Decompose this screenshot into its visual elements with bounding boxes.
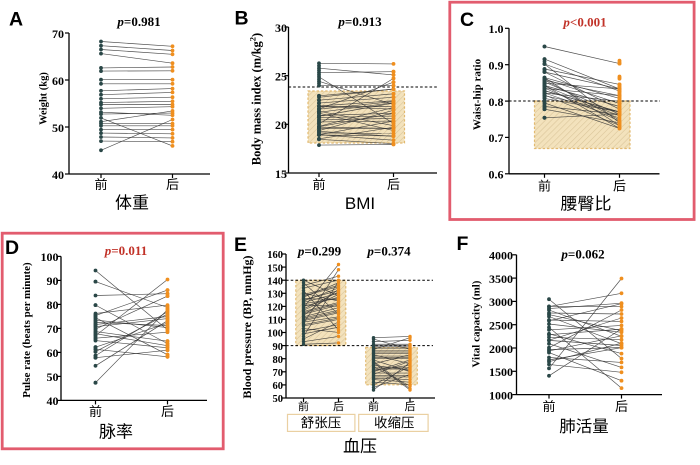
svg-text:2000: 2000 [489,342,513,356]
svg-text:p=0.981: p=0.981 [116,14,160,29]
svg-text:Body mass index (m/kg2): Body mass index (m/kg2) [248,33,264,165]
svg-text:F: F [457,233,469,255]
svg-text:BMI: BMI [345,194,375,213]
svg-text:150: 150 [267,263,283,274]
svg-text:p=0.011: p=0.011 [104,243,147,258]
svg-text:100: 100 [41,250,59,264]
svg-text:Blood pressure (BP, mmHg): Blood pressure (BP, mmHg) [240,255,254,398]
svg-text:25: 25 [275,70,287,84]
svg-text:3000: 3000 [489,295,513,309]
svg-text:40: 40 [47,394,59,408]
svg-text:A: A [9,8,23,30]
svg-text:3500: 3500 [489,272,513,286]
svg-text:60: 60 [47,346,59,360]
svg-text:20: 20 [275,118,287,132]
svg-text:1000: 1000 [489,388,513,402]
svg-text:Weight (kg): Weight (kg) [39,72,50,125]
svg-text:110: 110 [268,316,283,327]
svg-text:130: 130 [267,290,283,301]
svg-text:1.0: 1.0 [489,22,504,36]
svg-text:50: 50 [52,121,64,135]
svg-text:70: 70 [273,368,284,379]
svg-text:p=0.062: p=0.062 [560,247,604,262]
svg-text:80: 80 [273,355,284,366]
svg-text:4000: 4000 [489,249,513,263]
svg-text:120: 120 [267,303,283,314]
svg-text:p=0.374: p=0.374 [366,244,411,259]
svg-text:90: 90 [273,342,284,353]
svg-text:0.9: 0.9 [489,59,504,73]
svg-text:p=0.299: p=0.299 [297,244,342,259]
svg-text:50: 50 [273,394,284,405]
svg-text:0.6: 0.6 [489,168,504,182]
svg-text:160: 160 [267,250,283,261]
svg-text:100: 100 [267,329,283,340]
svg-text:60: 60 [52,74,64,88]
svg-text:40: 40 [52,168,64,182]
svg-text:80: 80 [47,298,59,312]
svg-text:Pulse rate (beats per minute): Pulse rate (beats per minute) [21,262,33,398]
svg-text:30: 30 [275,21,287,35]
svg-text:140: 140 [267,276,283,287]
svg-text:15: 15 [275,167,287,181]
svg-text:2500: 2500 [489,319,513,333]
svg-text:p<0.001: p<0.001 [562,14,606,29]
svg-text:E: E [234,234,247,256]
svg-text:p=0.913: p=0.913 [337,14,382,29]
svg-text:50: 50 [47,370,59,384]
svg-text:1500: 1500 [489,365,513,379]
svg-text:D: D [5,237,19,259]
svg-text:0.8: 0.8 [489,95,504,109]
svg-text:Vital capacity (ml): Vital capacity (ml) [471,280,483,367]
svg-text:70: 70 [47,322,59,336]
svg-text:90: 90 [47,274,59,288]
svg-text:Waist-hip ratio: Waist-hip ratio [472,58,484,130]
svg-text:0.7: 0.7 [489,131,504,145]
svg-text:C: C [460,9,474,31]
svg-text:B: B [235,8,249,30]
svg-text:70: 70 [52,27,64,41]
svg-text:60: 60 [273,381,284,392]
